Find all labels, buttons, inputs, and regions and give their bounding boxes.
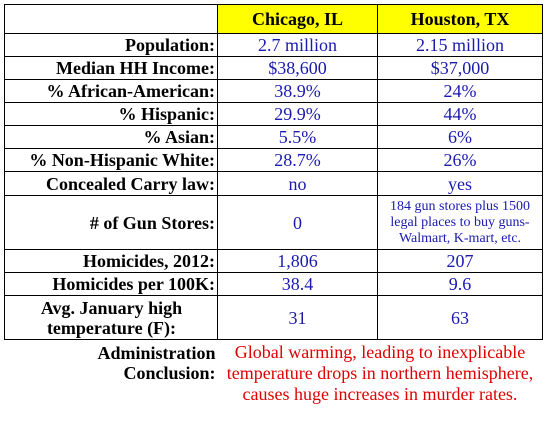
row-label: % Asian:	[4, 125, 218, 149]
chicago-value: 29.9%	[217, 102, 378, 126]
chicago-value: 38.4	[217, 272, 378, 296]
table-row: % Asian: 5.5% 6%	[4, 125, 543, 149]
table-row: Population: 2.7 million 2.15 million	[4, 33, 543, 57]
table-row: Homicides, 2012: 1,806 207	[4, 249, 543, 273]
houston-value: 63	[377, 295, 543, 340]
row-label: Population:	[4, 33, 218, 57]
row-label: % Non-Hispanic White:	[4, 148, 218, 172]
conclusion-label: Administration Conclusion:	[97, 343, 216, 383]
houston-value: yes	[377, 171, 543, 196]
houston-value: 6%	[377, 125, 543, 149]
chicago-value: 1,806	[217, 249, 378, 273]
table-row: % Non-Hispanic White: 28.7% 26%	[4, 148, 543, 172]
header-row: Chicago, IL Houston, TX	[4, 4, 543, 34]
chicago-value: $38,600	[217, 56, 378, 80]
table-row: % Hispanic: 29.9% 44%	[4, 102, 543, 126]
row-label: Homicides per 100K:	[4, 272, 218, 296]
table-row: Homicides per 100K: 38.4 9.6	[4, 272, 543, 296]
houston-value: 207	[377, 249, 543, 273]
row-label: # of Gun Stores:	[4, 195, 218, 250]
header-chicago: Chicago, IL	[217, 4, 378, 34]
row-label: % African-American:	[4, 79, 218, 103]
houston-value: 9.6	[377, 272, 543, 296]
table-row: Avg. January high temperature (F): 31 63	[4, 295, 543, 340]
table-row: % African-American: 38.9% 24%	[4, 79, 543, 103]
chicago-value: 28.7%	[217, 148, 378, 172]
chicago-value: 2.7 million	[217, 33, 378, 57]
chicago-value: 0	[217, 195, 378, 250]
table-row: Concealed Carry law: no yes	[4, 171, 543, 196]
houston-value: 44%	[377, 102, 543, 126]
conclusion-text: Global warming, leading to inexplicable …	[226, 342, 534, 405]
table-row: # of Gun Stores: 0 184 gun stores plus 1…	[4, 195, 543, 250]
houston-value: 24%	[377, 79, 543, 103]
chicago-value: 5.5%	[217, 125, 378, 149]
row-label: Avg. January high temperature (F):	[4, 295, 218, 340]
conclusion-row: Administration Conclusion: Global warmin…	[5, 340, 543, 406]
chicago-value: no	[217, 171, 378, 196]
row-label: Median HH Income:	[4, 56, 218, 80]
comparison-table: Chicago, IL Houston, TX Population: 2.7 …	[4, 4, 543, 406]
row-label: % Hispanic:	[4, 102, 218, 126]
chicago-value: 31	[217, 295, 378, 340]
houston-value: 184 gun stores plus 1500 legal places to…	[377, 195, 543, 250]
houston-value: 2.15 million	[377, 33, 543, 57]
chicago-value: 38.9%	[217, 79, 378, 103]
houston-value: 26%	[377, 148, 543, 172]
table-row: Median HH Income: $38,600 $37,000	[4, 56, 543, 80]
houston-value: $37,000	[377, 56, 543, 80]
header-houston: Houston, TX	[377, 4, 543, 34]
header-blank-cell	[4, 4, 218, 34]
row-label: Homicides, 2012:	[4, 249, 218, 273]
row-label: Concealed Carry law:	[4, 171, 218, 196]
